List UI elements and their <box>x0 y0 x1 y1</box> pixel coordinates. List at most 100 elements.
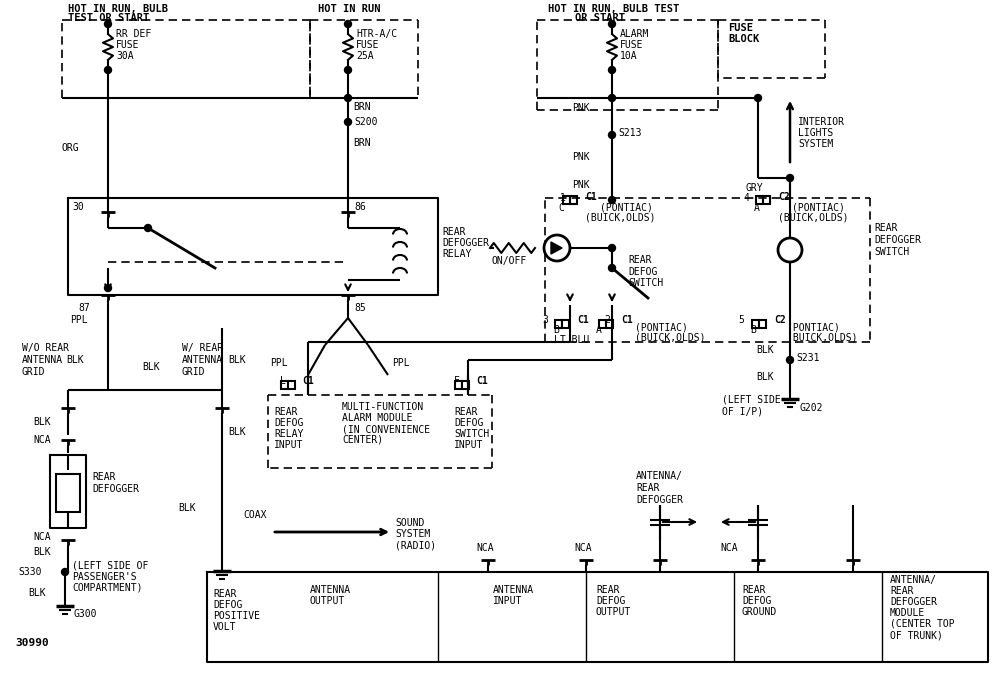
Circle shape <box>778 238 802 262</box>
Text: HTR-A/C: HTR-A/C <box>356 29 397 39</box>
Text: RELAY: RELAY <box>274 429 303 439</box>
Text: (BUICK,OLDS): (BUICK,OLDS) <box>787 333 858 343</box>
Text: SWITCH: SWITCH <box>628 278 663 288</box>
Text: DEFOGGER: DEFOGGER <box>442 238 489 248</box>
Text: 3: 3 <box>542 315 548 325</box>
Text: C1: C1 <box>585 192 597 202</box>
Text: DEFOGGER: DEFOGGER <box>636 495 683 505</box>
Text: BLK: BLK <box>756 345 774 355</box>
Text: HOT IN RUN: HOT IN RUN <box>318 4 380 14</box>
Text: ALARM: ALARM <box>620 29 649 39</box>
Bar <box>555 320 562 328</box>
Text: BLK: BLK <box>756 372 774 382</box>
Text: ANTENNA: ANTENNA <box>182 355 223 365</box>
Text: DEFOGGER: DEFOGGER <box>92 484 139 494</box>
Text: ANTENNA/: ANTENNA/ <box>890 575 937 585</box>
Text: S330: S330 <box>18 567 42 577</box>
Text: 30990: 30990 <box>15 638 49 648</box>
Text: PNK: PNK <box>572 152 590 162</box>
Text: ORG: ORG <box>62 143 80 153</box>
Text: POSITIVE: POSITIVE <box>213 611 260 621</box>
Text: (LEFT SIDE OF: (LEFT SIDE OF <box>72 561 148 571</box>
Text: CENTER): CENTER) <box>342 435 383 445</box>
Circle shape <box>786 175 794 182</box>
Text: A: A <box>754 203 760 213</box>
Text: (BUICK,OLDS): (BUICK,OLDS) <box>585 212 656 222</box>
Text: DEFOG: DEFOG <box>628 267 657 277</box>
Text: DEFOGGER: DEFOGGER <box>874 235 921 245</box>
Text: VOLT: VOLT <box>213 622 237 632</box>
Text: BLK: BLK <box>33 547 51 557</box>
Bar <box>462 381 469 389</box>
Text: 2: 2 <box>604 315 610 325</box>
Text: BLK: BLK <box>28 588 46 598</box>
Text: BLK: BLK <box>33 417 51 427</box>
Text: 1: 1 <box>560 193 566 203</box>
Text: PPL: PPL <box>270 358 288 368</box>
Text: F: F <box>454 376 460 386</box>
Text: (BUICK,OLDS): (BUICK,OLDS) <box>778 212 848 222</box>
Text: DEFOG: DEFOG <box>454 418 483 428</box>
Bar <box>763 196 770 204</box>
Circle shape <box>608 132 616 139</box>
Text: ANTENNA: ANTENNA <box>310 585 351 595</box>
Text: (CENTER TOP: (CENTER TOP <box>890 619 955 629</box>
Circle shape <box>608 264 616 271</box>
Text: HOT IN RUN, BULB: HOT IN RUN, BULB <box>68 4 168 14</box>
Text: (IN CONVENIENCE: (IN CONVENIENCE <box>342 424 430 434</box>
Text: BLK: BLK <box>142 362 160 372</box>
Text: 5: 5 <box>738 315 744 325</box>
Text: REAR: REAR <box>454 407 478 417</box>
Text: BLOCK: BLOCK <box>728 34 759 44</box>
Text: REAR: REAR <box>742 585 766 595</box>
Text: C1: C1 <box>621 315 633 325</box>
Text: DEFOG: DEFOG <box>274 418 303 428</box>
Text: MULTI-FUNCTION: MULTI-FUNCTION <box>342 402 424 412</box>
Text: C2: C2 <box>778 192 790 202</box>
Text: REAR: REAR <box>442 227 466 237</box>
Circle shape <box>104 67 112 74</box>
Text: FUSE: FUSE <box>728 23 753 33</box>
Text: ANTENNA: ANTENNA <box>493 585 534 595</box>
Text: 87: 87 <box>78 303 90 313</box>
Circle shape <box>786 356 794 363</box>
Text: DEFOG: DEFOG <box>213 600 242 610</box>
Text: RR DEF: RR DEF <box>116 29 151 39</box>
Text: OF TRUNK): OF TRUNK) <box>890 630 943 640</box>
Circle shape <box>104 20 112 28</box>
Text: NCA: NCA <box>476 543 494 553</box>
Text: C: C <box>558 203 564 213</box>
Text: INPUT: INPUT <box>274 440 303 450</box>
Text: G202: G202 <box>800 403 824 413</box>
Text: BLK: BLK <box>228 427 246 437</box>
Text: DEFOG: DEFOG <box>742 596 771 606</box>
Circle shape <box>344 95 352 102</box>
Bar <box>455 381 462 389</box>
Circle shape <box>144 225 152 232</box>
Text: S200: S200 <box>354 117 378 127</box>
Text: BLK: BLK <box>228 355 246 365</box>
Text: INPUT: INPUT <box>454 440 483 450</box>
Text: 30: 30 <box>72 202 84 212</box>
Text: OUTPUT: OUTPUT <box>596 607 631 617</box>
Text: ANTENNA: ANTENNA <box>22 355 63 365</box>
Circle shape <box>344 67 352 74</box>
Text: C1: C1 <box>302 376 314 386</box>
Text: (PONTIAC): (PONTIAC) <box>792 202 845 212</box>
Bar <box>599 320 606 328</box>
Text: 10A: 10A <box>620 51 638 61</box>
Text: G300: G300 <box>74 609 98 619</box>
Text: (BUICK,OLDS): (BUICK,OLDS) <box>635 333 706 343</box>
Text: REAR: REAR <box>636 483 660 493</box>
Text: S213: S213 <box>618 128 642 138</box>
Text: PPL: PPL <box>70 315 88 325</box>
Text: BRN: BRN <box>353 138 371 148</box>
Text: MODULE: MODULE <box>890 608 925 618</box>
Text: REAR: REAR <box>92 472 116 482</box>
Text: ALARM MODULE: ALARM MODULE <box>342 413 413 423</box>
Text: INPUT: INPUT <box>493 596 522 606</box>
Text: DEFOGGER: DEFOGGER <box>890 597 937 607</box>
Text: 25A: 25A <box>356 51 374 61</box>
Polygon shape <box>551 242 562 254</box>
Text: OUTPUT: OUTPUT <box>310 596 345 606</box>
